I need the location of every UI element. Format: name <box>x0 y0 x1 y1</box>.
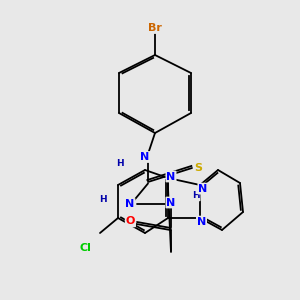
Text: O: O <box>126 216 135 226</box>
Text: S: S <box>194 163 202 173</box>
Text: N: N <box>198 184 208 194</box>
Text: N: N <box>167 197 176 208</box>
Text: Cl: Cl <box>79 243 91 253</box>
Text: H: H <box>99 194 107 203</box>
Text: N: N <box>197 217 206 226</box>
Text: N: N <box>167 172 176 182</box>
Text: Br: Br <box>148 23 162 33</box>
Text: H: H <box>192 191 200 200</box>
Text: H: H <box>116 158 124 167</box>
Text: N: N <box>125 199 135 209</box>
Text: N: N <box>140 152 150 162</box>
